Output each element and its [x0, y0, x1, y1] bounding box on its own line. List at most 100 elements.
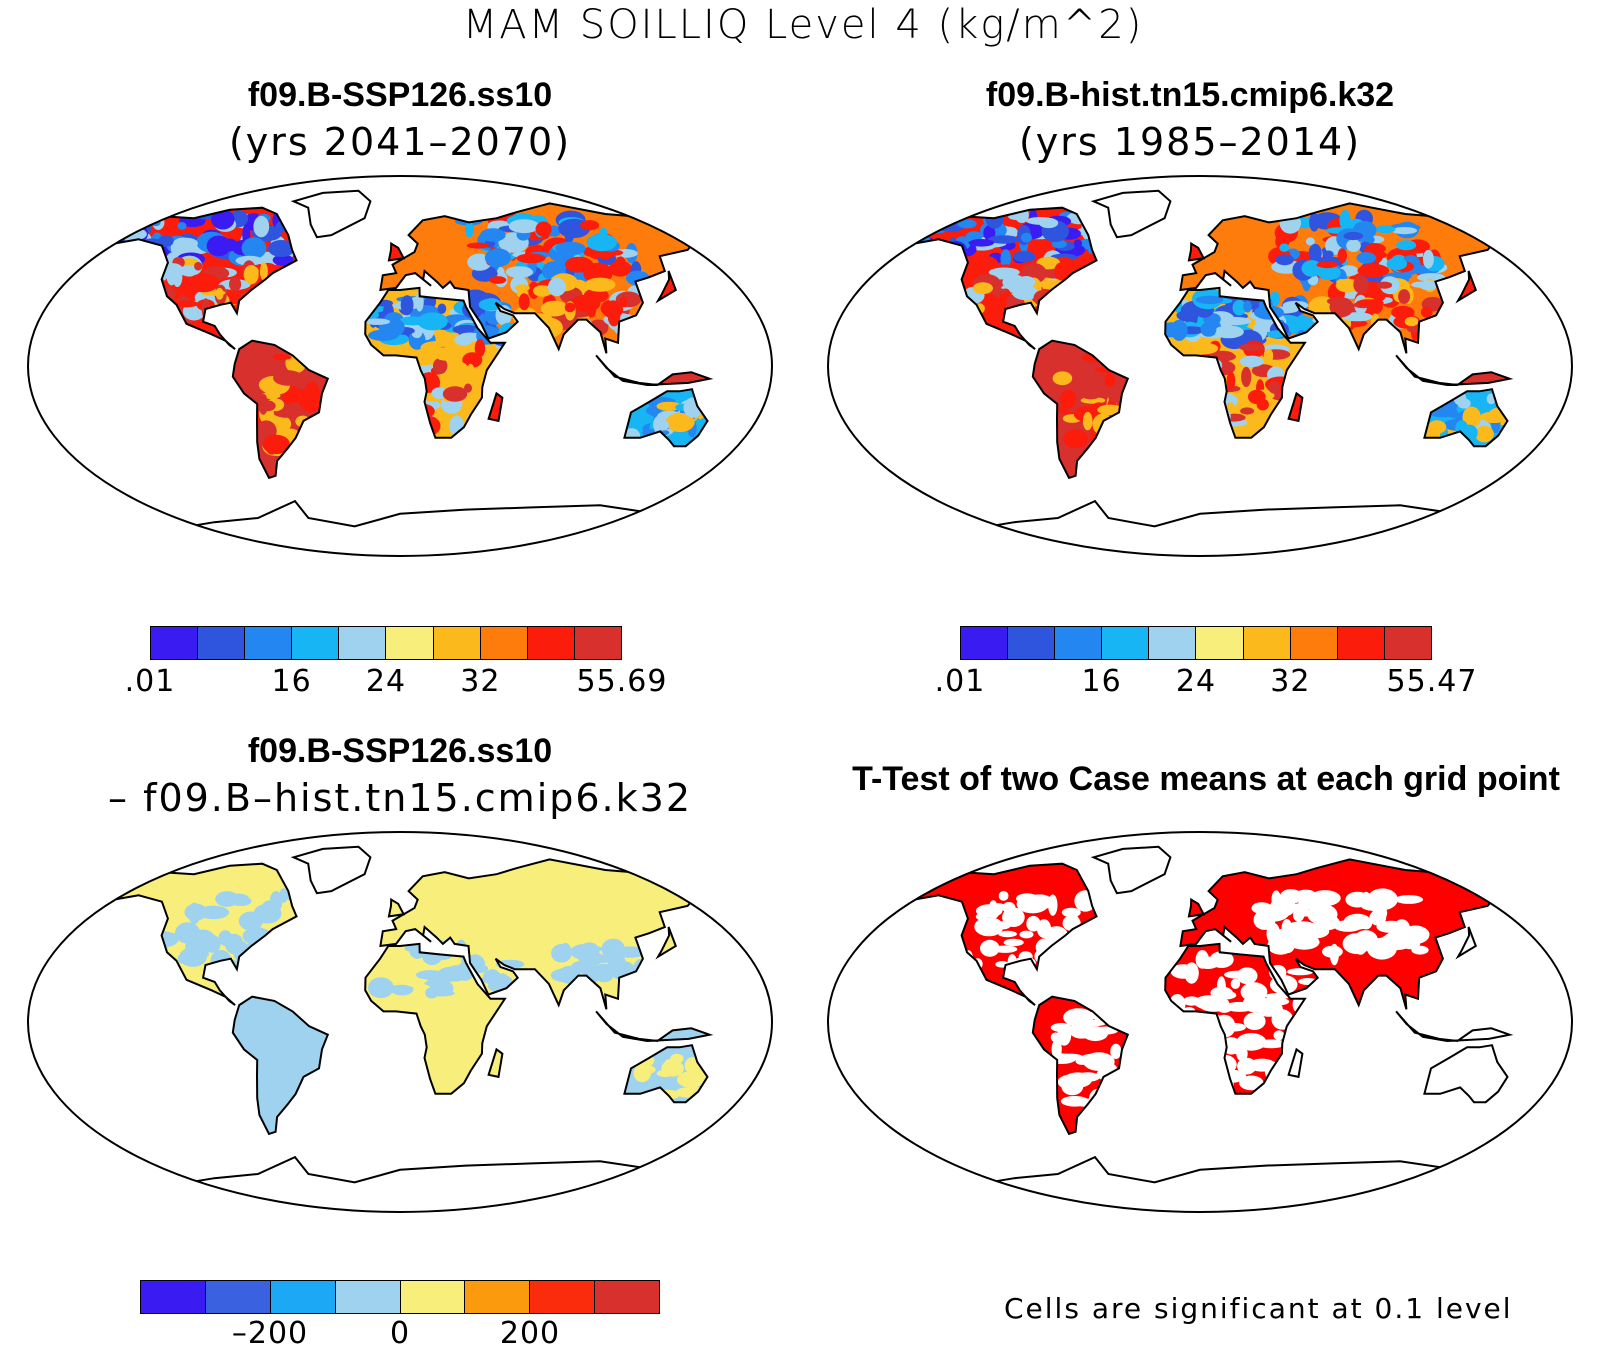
field-cell: [533, 285, 552, 297]
field-cell: [272, 354, 292, 361]
coastline: [364, 286, 507, 439]
field-cell: [1309, 212, 1320, 232]
field-cell: [1193, 398, 1221, 420]
panel-tr-subtitle: (yrs 1985–2014): [1018, 120, 1362, 164]
field-cell: [1213, 325, 1244, 339]
field-cell: [1081, 218, 1092, 240]
field-cell: [1472, 394, 1492, 409]
coastline: [595, 1010, 714, 1043]
coastline: [364, 942, 507, 1095]
field-cell: [1063, 429, 1089, 449]
colorbar-cell: [292, 627, 340, 659]
significance-note: Cells are significant at 0.1 level: [1004, 1292, 1513, 1325]
colorbar-cell: [1055, 627, 1103, 659]
field-cell: [229, 277, 242, 292]
colorbar-cell: [1290, 627, 1338, 659]
field-cell: [406, 402, 426, 417]
field-cell: [998, 891, 1009, 901]
map-panel-ttest: [800, 822, 1600, 1222]
field-cell: [1343, 231, 1364, 241]
field-cell: [516, 253, 546, 264]
field-cell: [1099, 354, 1123, 370]
field-cell: [1050, 1032, 1061, 1043]
field-cell: [1313, 910, 1337, 927]
field-cell: [913, 256, 931, 263]
field-cell: [1104, 439, 1115, 455]
coastline: [1179, 858, 1498, 1010]
field-cell: [1422, 249, 1434, 269]
field-cell: [988, 235, 1020, 244]
field-cell: [1427, 420, 1447, 434]
field-cell: [1170, 319, 1188, 341]
land-africa: [1165, 943, 1305, 1094]
field-cell: [1356, 299, 1384, 307]
field-cell: [1329, 297, 1354, 318]
field-cell: [241, 237, 267, 259]
field-cell: [670, 1053, 684, 1064]
panel-br-title: T-Test of two Case means at each grid po…: [852, 760, 1560, 798]
field-cell: [184, 903, 208, 921]
field-cell: [417, 312, 448, 331]
panel-bl-subtitle: – f09.B–hist.tn15.cmip6.k32: [108, 776, 692, 820]
field-cell: [364, 318, 391, 325]
field-cell: [238, 911, 263, 931]
field-cell: [968, 239, 995, 247]
coastline: [387, 897, 406, 918]
field-cell: [1171, 1039, 1181, 1047]
field-cell: [980, 939, 1000, 957]
field-cell: [398, 414, 411, 425]
colorbar-hist: [960, 626, 1432, 660]
field-cell: [415, 970, 446, 980]
field-cell: [1396, 240, 1417, 251]
field-cell: [594, 963, 615, 983]
colorbar-cell: [480, 627, 528, 659]
coastline: [387, 241, 406, 262]
field-cell: [474, 339, 486, 358]
field-cell: [130, 243, 153, 264]
coastline: [379, 202, 698, 354]
coastline: [1395, 354, 1514, 387]
coastline: [1395, 1010, 1514, 1043]
field-cell: [220, 238, 238, 252]
field-cell: [1217, 1069, 1247, 1083]
field-cell: [564, 256, 594, 273]
field-cell: [656, 401, 682, 411]
field-cell: [1185, 1048, 1214, 1065]
field-cell: [1457, 398, 1471, 409]
field-cell: [1017, 276, 1036, 289]
field-cell: [1294, 1072, 1310, 1092]
colorbar-ssp126: [150, 626, 622, 660]
field-cell: [1329, 943, 1339, 966]
land-uk: [1188, 899, 1204, 917]
field-cell: [1292, 902, 1316, 910]
field-cell: [286, 208, 306, 223]
field-cell: [1394, 895, 1424, 904]
field-cell: [1391, 227, 1418, 235]
field-cell: [162, 263, 184, 279]
coastline: [290, 189, 372, 239]
field-cell: [1305, 237, 1315, 246]
field-cell: [411, 325, 423, 339]
field-cell: [656, 1069, 674, 1078]
field-cell: [252, 364, 285, 371]
field-cell: [1167, 1042, 1189, 1062]
coastline: [1164, 286, 1307, 439]
field-cell: [217, 962, 229, 969]
coastline: [1090, 845, 1172, 895]
land-indonesia: [1396, 355, 1510, 385]
coastline: [1455, 270, 1478, 304]
field-cell: [998, 930, 1017, 938]
field-cell: [1109, 1079, 1131, 1092]
field-cell: [272, 254, 294, 266]
field-cell: [480, 228, 506, 242]
field-cell: [1462, 406, 1481, 429]
field-cell: [274, 949, 287, 962]
field-cell: [489, 276, 507, 284]
field-cell: [965, 231, 983, 242]
field-cell: [218, 930, 233, 946]
field-cell: [292, 215, 304, 231]
field-cell: [466, 242, 489, 249]
field-cell: [401, 395, 421, 403]
field-cell: [627, 1052, 655, 1068]
land-uk: [1188, 243, 1204, 261]
